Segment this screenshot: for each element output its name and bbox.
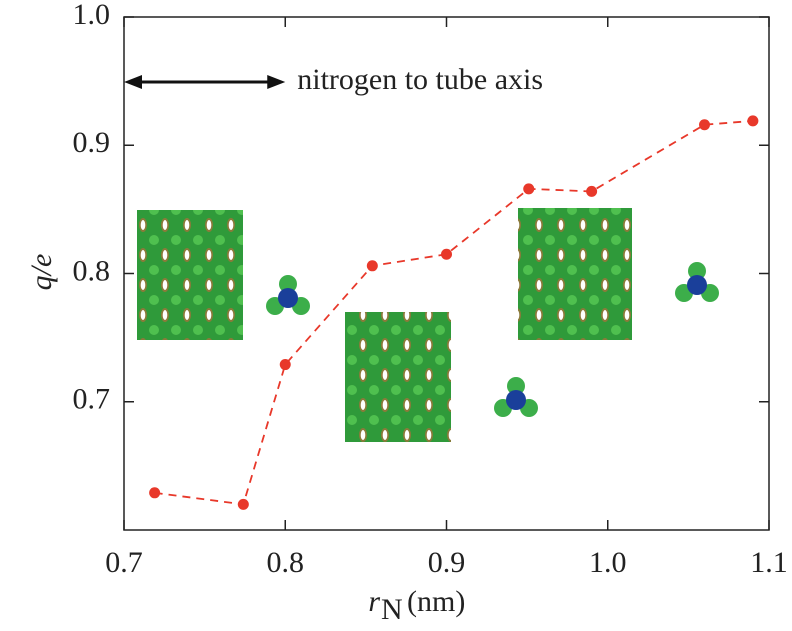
x-tick-label: 0.9 <box>428 546 466 579</box>
molecule-image <box>675 262 719 302</box>
molecule-image <box>494 377 538 417</box>
series-line <box>155 121 753 504</box>
data-point <box>238 499 249 510</box>
x-tick-label: 1.1 <box>750 546 788 579</box>
arrow-head <box>124 75 142 89</box>
data-point <box>586 186 597 197</box>
data-point <box>149 487 160 498</box>
data-point <box>367 260 378 271</box>
nanotube-image <box>137 210 243 340</box>
nanotube-image <box>345 312 451 442</box>
data-point <box>280 359 291 370</box>
x-tick-label: 0.7 <box>105 546 143 579</box>
x-axis-label-subscript: N <box>381 593 403 626</box>
y-tick-label: 0.8 <box>73 254 111 287</box>
y-axis-label: q/e <box>25 254 58 291</box>
y-tick-label: 1.0 <box>73 0 111 31</box>
nanotube-image <box>518 208 632 340</box>
x-axis-label-symbol: r <box>368 585 380 618</box>
arrow-head <box>267 75 285 89</box>
x-tick-label: 1.0 <box>589 546 627 579</box>
molecule-image <box>266 275 310 315</box>
x-tick-label: 0.8 <box>267 546 305 579</box>
x-axis-label-unit: (nm) <box>407 585 465 618</box>
data-point <box>523 183 534 194</box>
data-point <box>441 249 452 260</box>
chart: q/e r N (nm) 0.7 0.8 0.9 1.0 1.1 0.7 0.8 0.9 1.0… <box>0 0 792 631</box>
annotation: nitrogen to tube axis <box>297 63 543 96</box>
y-tick-label: 0.9 <box>73 126 111 159</box>
y-tick-label: 0.7 <box>73 383 111 416</box>
data-point <box>747 115 758 126</box>
data-point <box>699 119 710 130</box>
